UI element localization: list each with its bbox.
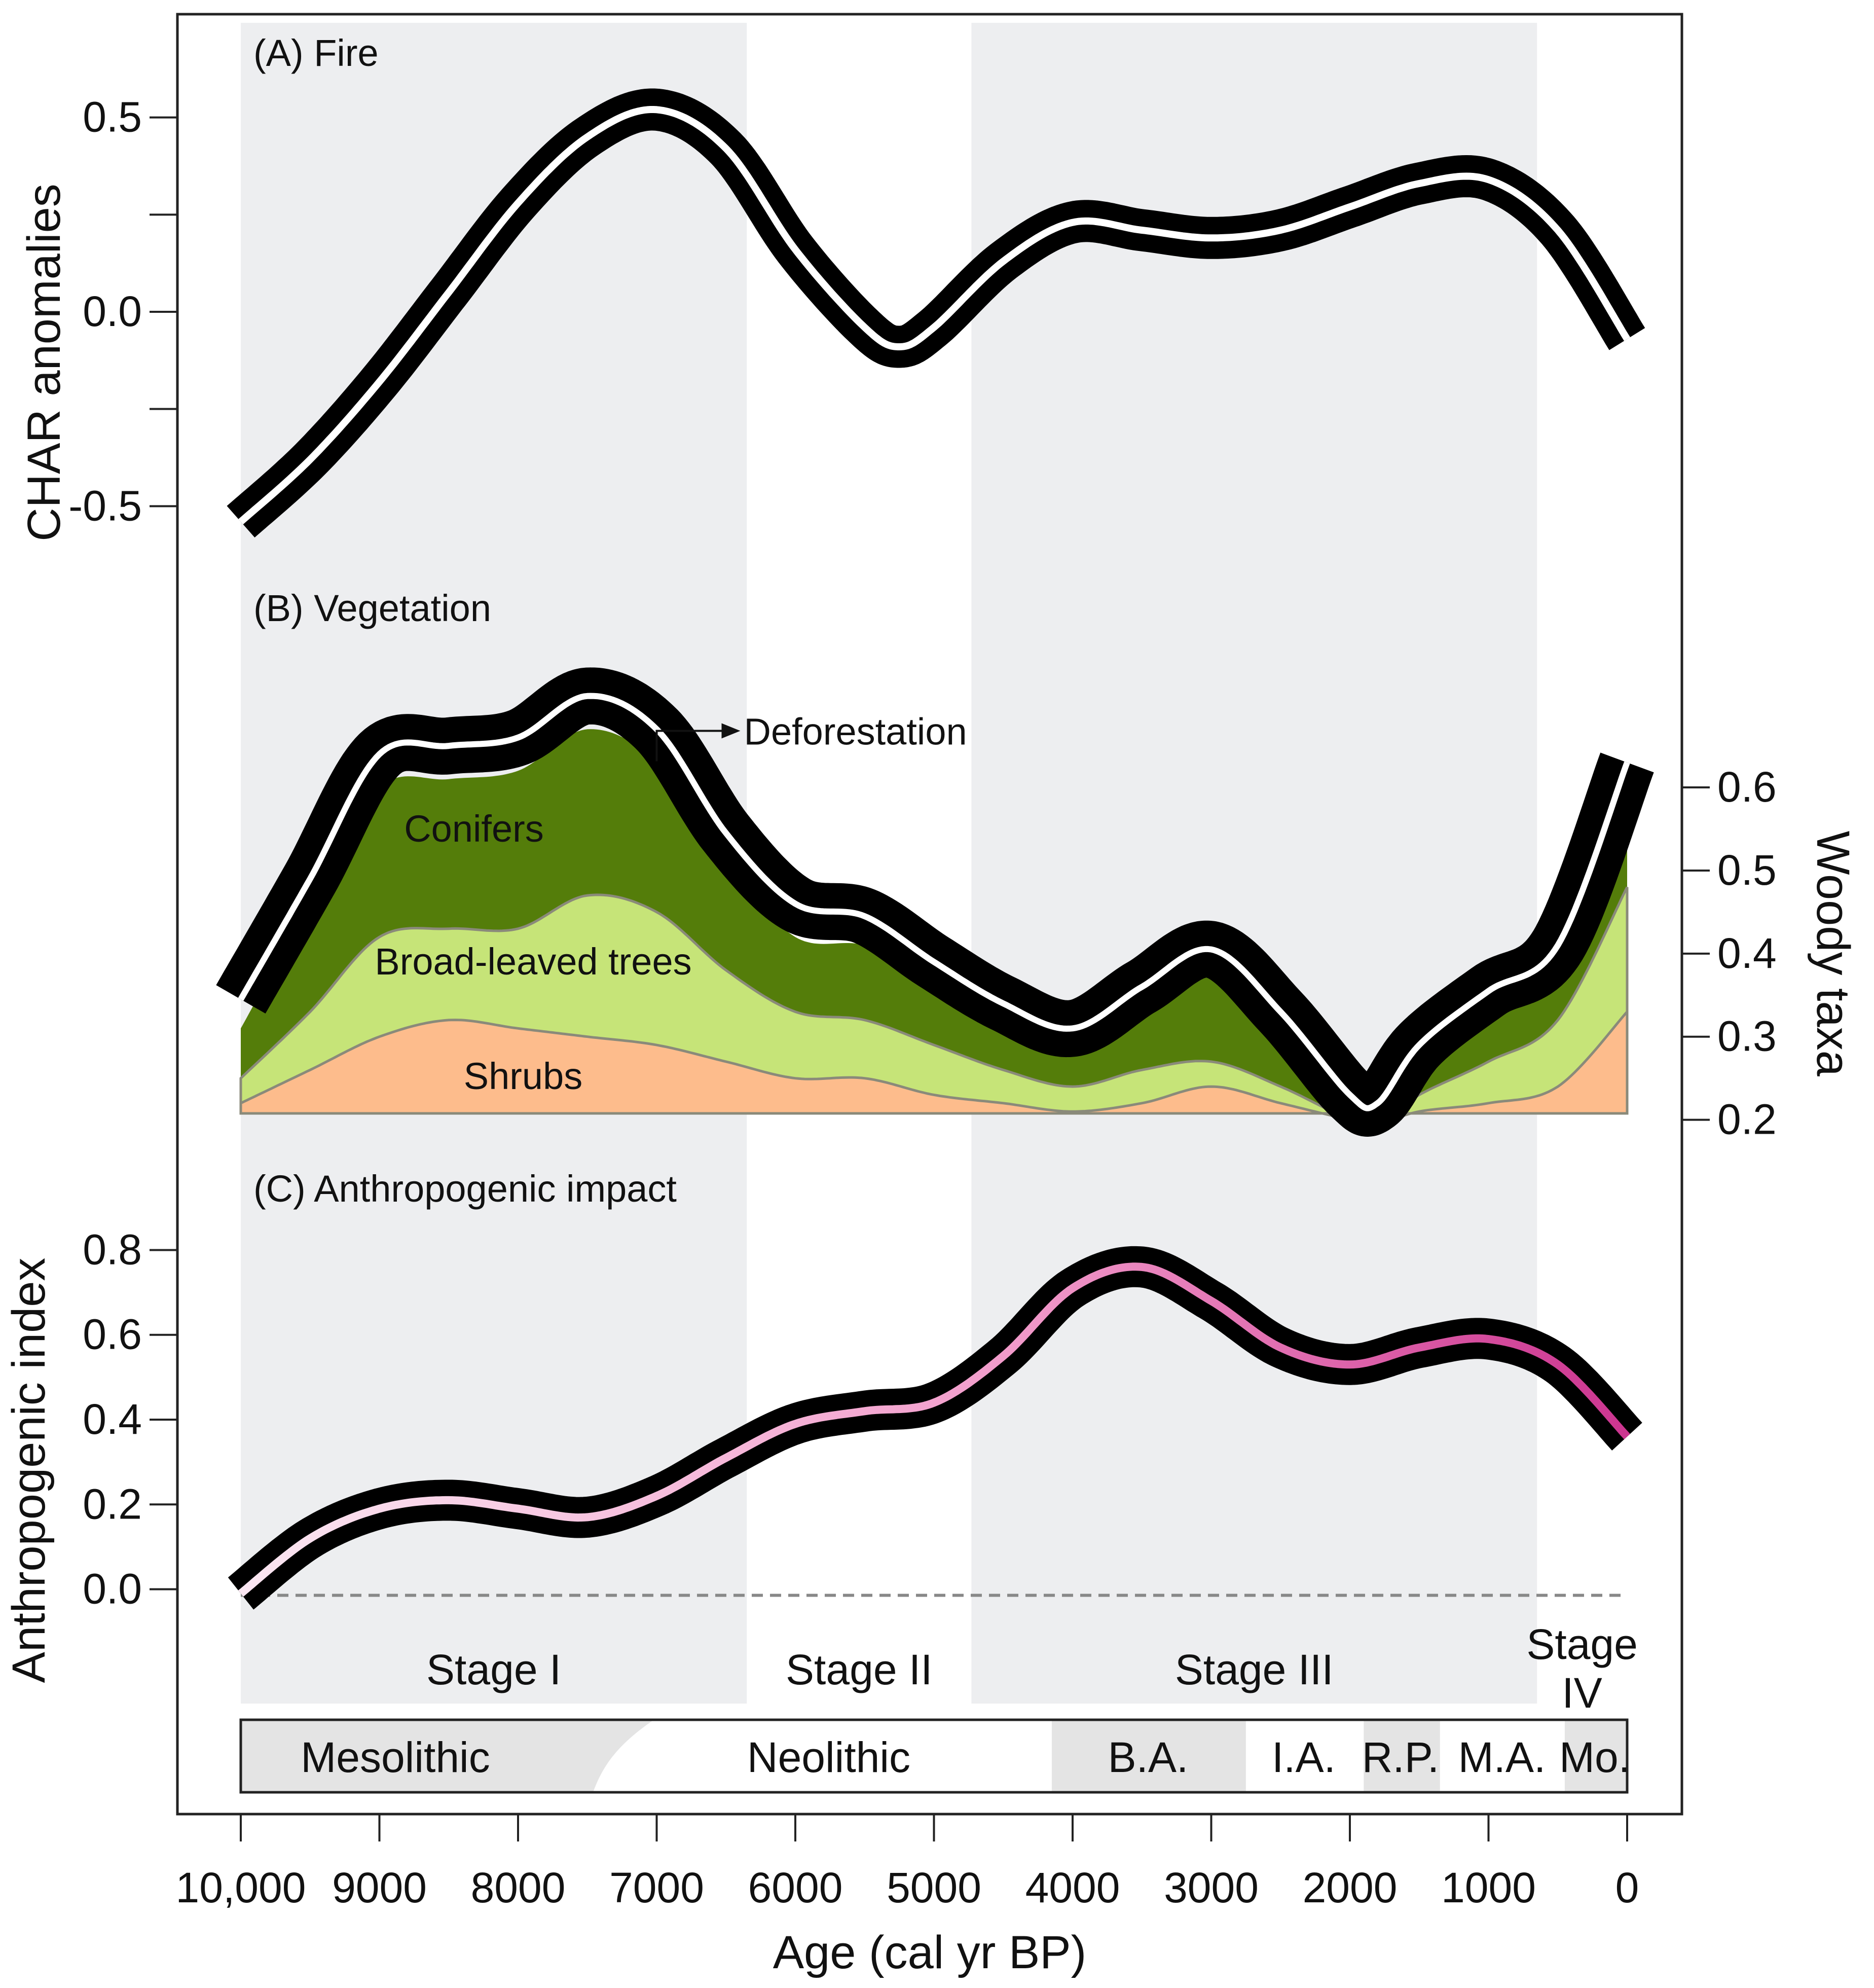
deforestation-label: Deforestation xyxy=(744,711,967,753)
period-shade-7 xyxy=(1564,1720,1627,1792)
anthropogenic-ytick-label: 0.4 xyxy=(83,1395,142,1443)
fire-ytick-label: 0.0 xyxy=(83,287,142,335)
anthropogenic-ytick-label: 0.0 xyxy=(83,1565,142,1613)
fire-ytick-label: 0.5 xyxy=(83,93,142,141)
period-shade-mesolithic xyxy=(241,1720,654,1792)
period-label-2: Neolithic xyxy=(747,1733,910,1781)
vegetation-ytick-label: 0.3 xyxy=(1717,1013,1777,1060)
period-label-4: I.A. xyxy=(1272,1733,1336,1781)
x-tick-label-10: 0 xyxy=(1615,1864,1639,1911)
vegetation-ytick-label: 0.6 xyxy=(1717,763,1777,811)
vegetation-ytick-label: 0.4 xyxy=(1717,929,1777,977)
anthropogenic-ytick-label: 0.6 xyxy=(83,1311,142,1358)
x-tick-label-7: 3000 xyxy=(1164,1864,1259,1911)
stage-label-4-line2: IV xyxy=(1562,1669,1602,1717)
label-broadleaved: Broad-leaved trees xyxy=(375,941,691,983)
panel-vegetation: (B) Vegetation Conifers Broad-leaved trees… xyxy=(214,587,1859,1143)
vegetation-ytick-label: 0.5 xyxy=(1717,846,1777,894)
panel-anthropogenic: (C) Anthropogenic impact 0.0 0.2 0.4 0.6 0.8 A… xyxy=(3,1168,1646,1683)
panel-fire: (A) Fire -0.5 0.0 0.5 CHAR anomalies xyxy=(18,32,1647,541)
x-tick-label-5: 5000 xyxy=(887,1864,981,1911)
x-axis: Age (cal yr BP) 10,000 9000 8000 7000 6000 50… xyxy=(176,1814,1639,1978)
woody-taxa-line xyxy=(238,693,1630,1111)
fire-ytick-label: -0.5 xyxy=(68,482,142,529)
plot-frame xyxy=(176,13,1683,1816)
y-axis-title-vegetation: Woody taxa xyxy=(1807,831,1859,1077)
period-label-6: M.A. xyxy=(1458,1733,1546,1781)
x-tick-label-8: 2000 xyxy=(1303,1864,1398,1911)
stage-band-3 xyxy=(971,23,1537,1704)
x-tick-label-1: 9000 xyxy=(332,1864,427,1911)
label-conifers: Conifers xyxy=(404,808,544,850)
x-tick-label-3: 7000 xyxy=(609,1864,704,1911)
x-axis-title: Age (cal yr BP) xyxy=(773,1927,1087,1978)
panel-title-anthropogenic: (C) Anthropogenic impact xyxy=(253,1168,677,1210)
period-shade-3 xyxy=(1051,1720,1246,1792)
vegetation-ytick-label: 0.2 xyxy=(1717,1096,1777,1143)
stage-label-3: Stage III xyxy=(1175,1646,1334,1693)
anthropogenic-ytick-label: 0.8 xyxy=(83,1225,142,1273)
stage-label-2: Stage II xyxy=(786,1646,933,1693)
x-tick-label-2: 8000 xyxy=(471,1864,566,1911)
x-tick-label-6: 4000 xyxy=(1025,1864,1120,1911)
x-tick-label-4: 6000 xyxy=(748,1864,843,1911)
stage-label-1: Stage I xyxy=(426,1646,561,1693)
period-label-1: Mesolithic xyxy=(301,1733,490,1781)
x-tick-label-9: 1000 xyxy=(1441,1864,1536,1911)
stage-label-4: Stage xyxy=(1526,1620,1638,1668)
fire-series-line xyxy=(238,106,1630,525)
anthropogenic-line xyxy=(238,1262,1630,1597)
panel-title-fire: (A) Fire xyxy=(253,32,379,74)
period-bar: Mesolithic Neolithic B.A. I.A. R.P. M.A. Mo. xyxy=(239,1718,1630,1794)
y-axis-title-fire: CHAR anomalies xyxy=(18,184,70,541)
panel-title-vegetation: (B) Vegetation xyxy=(253,587,491,629)
anthropogenic-ytick-label: 0.2 xyxy=(83,1480,142,1528)
period-label-7: Mo. xyxy=(1559,1733,1630,1781)
period-label-3: B.A. xyxy=(1108,1733,1189,1781)
period-label-5: R.P. xyxy=(1362,1733,1440,1781)
deforestation-arrow xyxy=(655,730,728,762)
x-tick-label-0: 10,000 xyxy=(176,1864,306,1911)
label-shrubs: Shrubs xyxy=(464,1055,582,1097)
period-shade-5 xyxy=(1364,1720,1440,1792)
deforestation-arrowhead xyxy=(721,723,741,739)
period-bar-frame xyxy=(239,1718,1629,1794)
y-axis-title-anthropogenic: Anthropogenic index xyxy=(3,1258,55,1683)
